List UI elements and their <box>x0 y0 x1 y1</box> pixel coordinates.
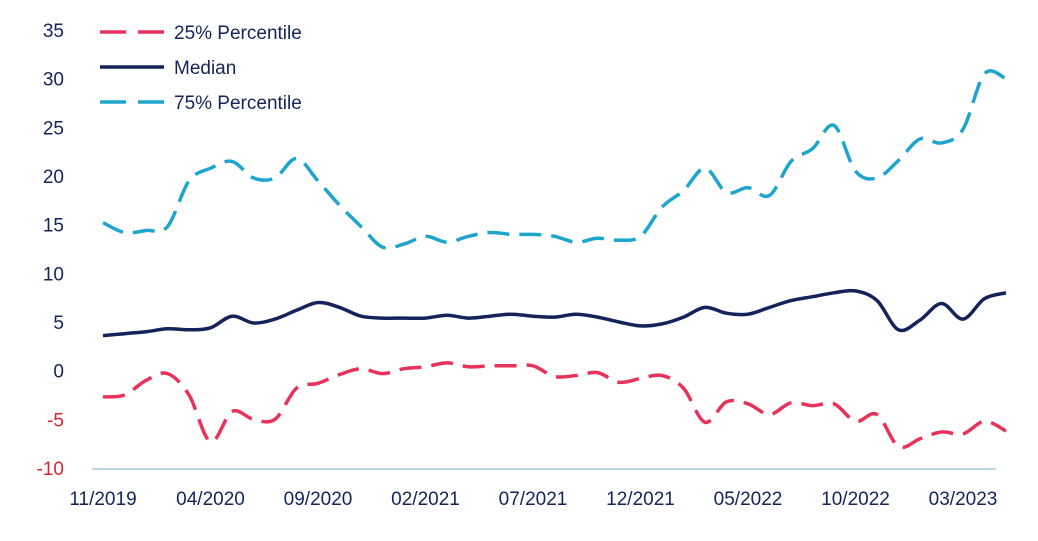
y-tick-label: 15 <box>43 216 64 237</box>
y-tick-label: 0 <box>53 362 64 383</box>
x-tick-label: 11/2019 <box>69 489 136 510</box>
legend: 25% Percentile Median 75% Percentile <box>100 23 302 114</box>
x-tick-label: 03/2023 <box>929 489 998 510</box>
x-axis-ticks: 11/2019 04/2020 09/2020 02/2021 07/2021 12/20… <box>69 489 997 510</box>
legend-label: 75% Percentile <box>174 93 302 114</box>
x-tick-label: 02/2021 <box>391 489 460 510</box>
y-tick-label: 30 <box>43 70 64 91</box>
y-tick-label: 20 <box>43 167 64 188</box>
series-layer <box>102 69 1007 450</box>
y-axis-ticks: 35 30 25 20 15 10 5 0 -5 -10 <box>37 21 64 480</box>
series-line-75-percentile <box>102 69 1007 250</box>
series-line-25-percentile <box>102 361 1007 450</box>
legend-label: 25% Percentile <box>174 23 302 44</box>
legend-item-25-percentile: 25% Percentile <box>100 23 302 44</box>
x-tick-label: 07/2021 <box>499 489 568 510</box>
x-tick-label: 09/2020 <box>284 489 353 510</box>
legend-label: Median <box>174 58 236 79</box>
y-tick-label: -5 <box>47 410 64 431</box>
x-tick-label: 04/2020 <box>176 489 245 510</box>
y-tick-label: 25 <box>43 118 64 139</box>
y-tick-label: 5 <box>53 313 64 334</box>
x-tick-label: 05/2022 <box>714 489 783 510</box>
series-line-median <box>102 288 1007 338</box>
legend-item-median: Median <box>100 58 236 79</box>
x-tick-label: 12/2021 <box>606 489 675 510</box>
y-tick-label: -10 <box>37 459 64 480</box>
x-tick-label: 10/2022 <box>821 489 890 510</box>
legend-item-75-percentile: 75% Percentile <box>100 93 302 114</box>
y-tick-label: 35 <box>43 21 64 42</box>
y-tick-label: 10 <box>43 264 64 285</box>
